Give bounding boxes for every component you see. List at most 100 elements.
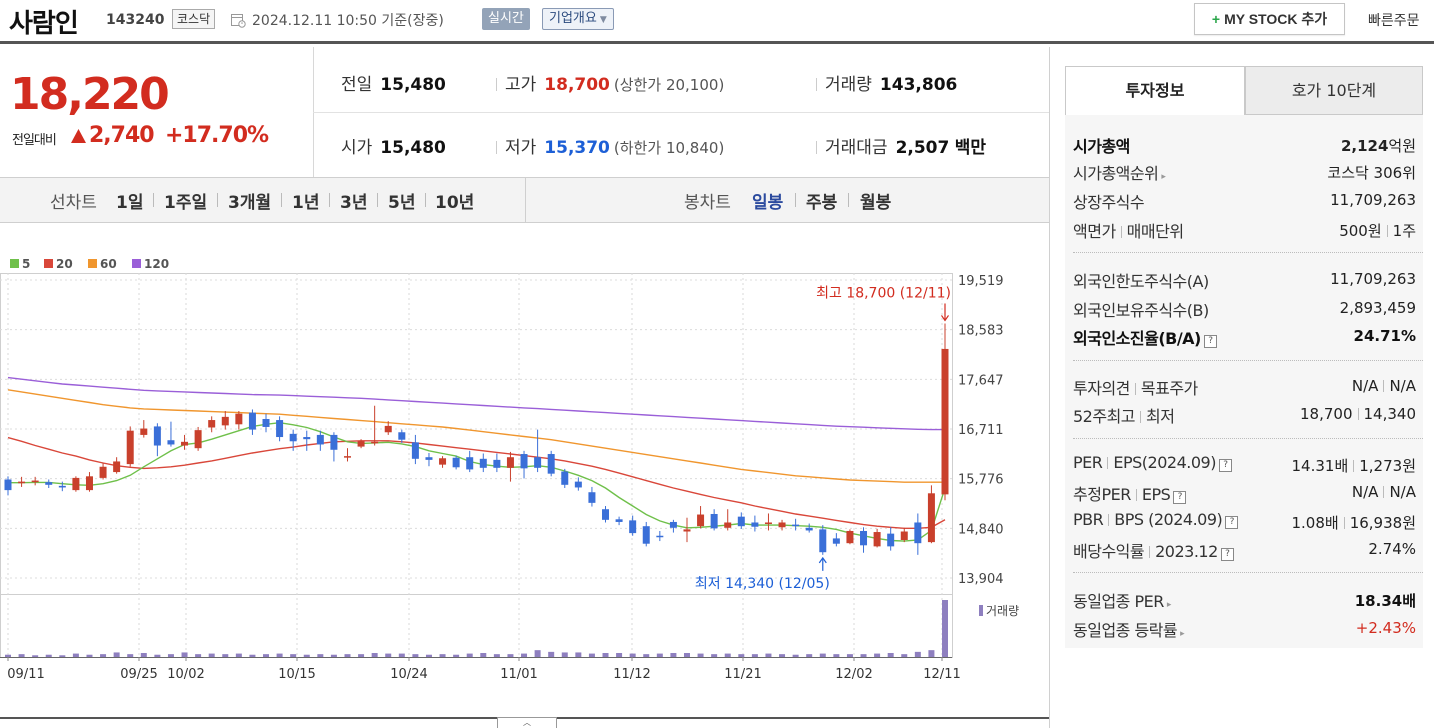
candle-body — [683, 529, 691, 532]
legend-label-5: 5 — [22, 257, 30, 271]
volume-bar — [914, 651, 921, 657]
up-triangle-icon — [71, 129, 86, 143]
candle-body — [371, 441, 379, 444]
add-my-stock-button[interactable]: + MY STOCK 추가 — [1194, 3, 1345, 35]
volume-bar — [711, 654, 718, 657]
candle-body — [289, 433, 297, 442]
volume-bar — [208, 653, 215, 657]
candle-body — [303, 437, 311, 440]
volume-bar — [466, 653, 473, 657]
candle-body — [153, 426, 161, 446]
candle-body — [493, 459, 501, 468]
plus-icon: + — [1211, 11, 1221, 27]
high-stat: 고가 18,700 (상한가 20,100) — [496, 70, 724, 95]
candle-body — [208, 420, 216, 428]
realtime-button[interactable]: 실시간 — [482, 8, 530, 30]
shares-row: 상장주식수 11,709,263 — [1073, 191, 1416, 212]
help-icon[interactable]: ? — [1203, 335, 1217, 348]
candle-body — [629, 520, 637, 534]
x-tick-label: 09/25 — [120, 667, 157, 682]
dividend-value: 2.74% — [1368, 540, 1416, 558]
tab-invest-info[interactable]: 투자정보 — [1065, 66, 1245, 115]
quick-order-link[interactable]: 빠른주문 — [1368, 13, 1420, 29]
tab-order-book[interactable]: 호가 10단계 — [1245, 66, 1423, 115]
volume-bar — [792, 654, 799, 657]
tab-10y[interactable]: 10년 — [435, 193, 475, 213]
opinion-row: 투자의견 목표주가 N/A N/A — [1073, 377, 1416, 398]
candle-body — [764, 522, 772, 524]
candle-body — [140, 428, 148, 435]
candle-body — [927, 493, 935, 543]
volume-bar — [860, 654, 867, 657]
candle-body — [18, 481, 26, 484]
candle-body — [398, 432, 406, 440]
section-divider — [1073, 438, 1423, 439]
market-cap-row: 시가총액 2,124억원 — [1073, 137, 1416, 156]
tab-1y[interactable]: 1년 — [292, 193, 320, 213]
face-value-row: 액면가 매매단위 500원 1주 — [1073, 222, 1416, 241]
candle-body — [941, 348, 949, 495]
help-icon[interactable]: ? — [1218, 459, 1232, 472]
help-icon[interactable]: ? — [1225, 516, 1239, 529]
y-tick-label: 15,776 — [958, 473, 1004, 488]
industry-per-row: 동일업종 PER ▸ 18.34배 — [1073, 592, 1416, 611]
candle-body — [384, 425, 392, 433]
candle-body — [58, 485, 66, 488]
week52-low-value: 14,340 — [1363, 405, 1417, 423]
tab-5y[interactable]: 5년 — [388, 193, 416, 213]
y-tick-label: 14,840 — [958, 522, 1004, 537]
shares-value: 11,709,263 — [1330, 191, 1416, 209]
volume-bar — [263, 654, 270, 657]
stock-name: 사람인 — [9, 9, 79, 39]
foreign-limit-value: 11,709,263 — [1330, 270, 1416, 288]
help-icon[interactable]: ? — [1220, 548, 1234, 561]
tab-3y[interactable]: 3년 — [340, 193, 368, 213]
candle-body — [411, 442, 419, 459]
legend-swatch-60 — [88, 259, 97, 268]
tab-1d[interactable]: 1일 — [116, 193, 144, 213]
volume-bar — [439, 654, 446, 657]
volume-bar — [521, 653, 528, 657]
candle-body — [697, 514, 705, 527]
candle-body — [615, 519, 623, 522]
candle-body — [4, 479, 12, 491]
help-icon[interactable]: ? — [1173, 491, 1187, 504]
volume-stat: 거래량 143,806 — [816, 70, 957, 95]
legend-label-120: 120 — [144, 257, 169, 271]
y-tick-label: 17,647 — [958, 373, 1004, 388]
volume-bar — [901, 654, 908, 657]
volume-bar — [548, 651, 555, 657]
candle-body — [167, 440, 175, 445]
tab-1w[interactable]: 1주일 — [164, 193, 208, 213]
candle-body — [887, 533, 895, 547]
volume-bar — [18, 654, 25, 657]
section-divider — [1073, 252, 1423, 253]
candle-body — [724, 522, 732, 528]
candle-body — [248, 412, 256, 430]
candle-body — [574, 481, 582, 488]
tab-daily[interactable]: 일봉 — [752, 193, 784, 213]
per-row: PER EPS(2024.09)? 14.31배 1,273원 — [1073, 453, 1416, 475]
volume-bar — [181, 652, 188, 657]
volume-bar — [45, 654, 52, 657]
collapse-handle-icon[interactable]: ︿ — [497, 717, 557, 728]
volume-bar — [819, 653, 826, 657]
trade-unit-value: 1주 — [1392, 222, 1416, 240]
candlestick-chart[interactable]: 09/11 09/25 10/02 10/15 10/24 11/01 11/12 11/21… — [0, 223, 1049, 717]
volume-bar — [928, 650, 935, 657]
panel-divider — [1049, 47, 1050, 728]
week52-high-value: 18,700 — [1300, 405, 1353, 423]
company-overview-button[interactable]: 기업개요 ▼ — [542, 8, 614, 30]
tab-monthly[interactable]: 월봉 — [860, 193, 892, 213]
candle-body — [914, 522, 922, 544]
volume-bar — [290, 654, 297, 657]
volume-bar — [303, 654, 310, 657]
candle-body — [466, 457, 474, 470]
volume-bar — [656, 653, 663, 657]
current-price: 18,220 — [10, 69, 170, 120]
period-bar-divider — [525, 177, 526, 223]
timestamp: 2024.12.11 10:50 기준(장중) — [252, 13, 444, 29]
tab-weekly[interactable]: 주봉 — [806, 193, 838, 213]
tab-3m[interactable]: 3개월 — [228, 193, 272, 213]
candle-body — [45, 482, 53, 485]
